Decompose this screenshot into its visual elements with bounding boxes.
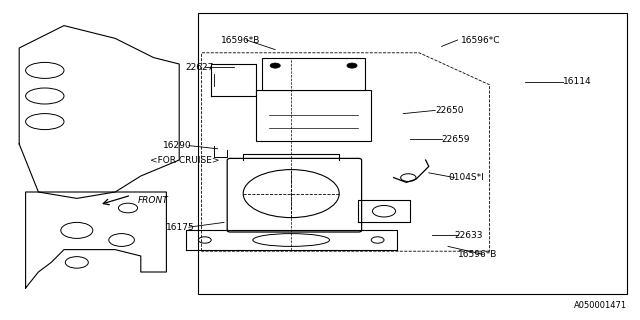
Text: 16596*B: 16596*B bbox=[458, 250, 497, 259]
Text: 16596*B: 16596*B bbox=[221, 36, 260, 44]
Text: 22659: 22659 bbox=[442, 135, 470, 144]
Text: FRONT: FRONT bbox=[138, 196, 168, 204]
Text: 22633: 22633 bbox=[454, 231, 483, 240]
Text: 16114: 16114 bbox=[563, 77, 592, 86]
Text: 16290: 16290 bbox=[163, 141, 192, 150]
Text: 22650: 22650 bbox=[435, 106, 464, 115]
Bar bbox=[262, 58, 365, 90]
Text: 0104S*I: 0104S*I bbox=[448, 173, 484, 182]
Text: 16596*C: 16596*C bbox=[461, 36, 500, 44]
Bar bbox=[198, 13, 627, 294]
Text: <FOR CRUISE>: <FOR CRUISE> bbox=[150, 156, 220, 164]
Text: 16175: 16175 bbox=[166, 223, 195, 232]
Text: 22627: 22627 bbox=[186, 63, 214, 72]
FancyBboxPatch shape bbox=[227, 158, 362, 232]
Circle shape bbox=[347, 63, 357, 68]
Text: A050001471: A050001471 bbox=[574, 301, 627, 310]
Bar bbox=[256, 90, 371, 141]
Circle shape bbox=[270, 63, 280, 68]
